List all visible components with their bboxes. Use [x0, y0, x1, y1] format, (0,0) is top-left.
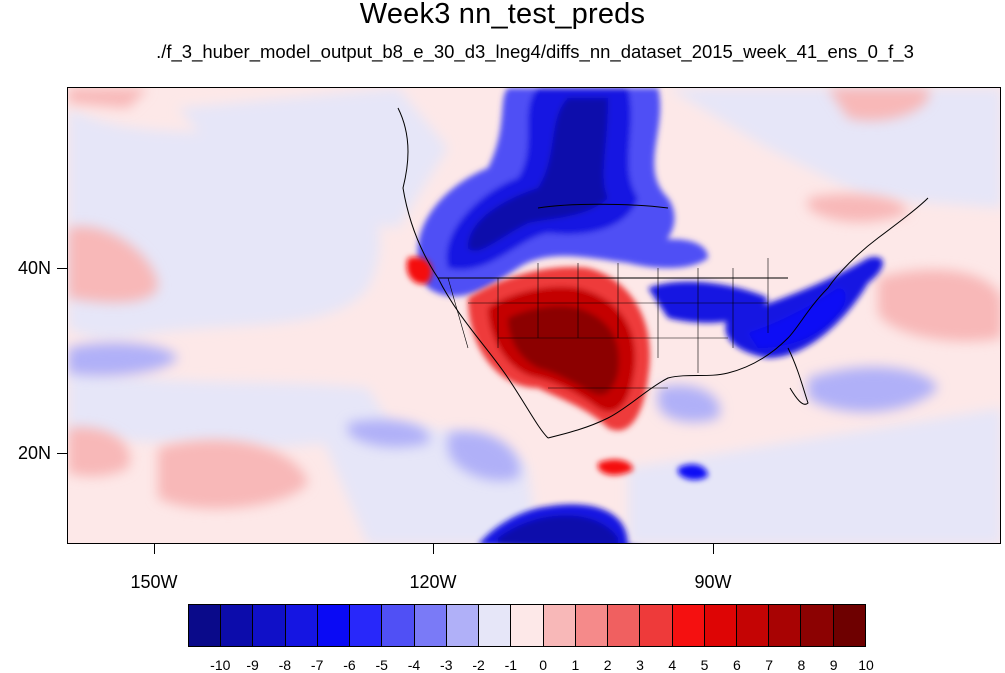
colorbar-label: -8 [278, 657, 292, 673]
tick-lon-120 [433, 544, 434, 554]
colorbar-swatch [285, 605, 318, 646]
colorbar-swatch [446, 605, 480, 646]
colorbar-labels: -10 -9 -8 -7 -6 -5 -4 -3 -2 -1 0 1 2 3 4 5 6 7 8 9 10 [188, 657, 874, 673]
colorbar-swatch [253, 605, 286, 646]
colorbar-swatch [736, 605, 770, 646]
colorbar-swatch [414, 605, 447, 646]
colorbar-swatch [672, 605, 705, 646]
field-light-blue [68, 342, 938, 481]
colorbar-swatch [640, 605, 673, 646]
tick-lat-40 [57, 268, 67, 269]
colorbar-label: -1 [504, 657, 518, 673]
colorbar-label: 3 [636, 657, 644, 673]
colorbar-swatch [221, 605, 254, 646]
lon-label-120w: 120W [409, 572, 457, 592]
colorbar-label: 10 [858, 657, 874, 673]
colorbar-label: -4 [407, 657, 421, 673]
colorbar [188, 604, 866, 647]
colorbar-swatch [704, 605, 737, 646]
state-borders [447, 258, 769, 389]
tick-lat-20 [57, 453, 67, 454]
colorbar-swatch [543, 605, 576, 646]
colorbar-label: -9 [246, 657, 259, 673]
colorbar-label: 8 [797, 657, 806, 673]
colorbar-swatch [350, 605, 383, 646]
colorbar-swatch [189, 605, 222, 646]
colorbar-label: -7 [310, 657, 324, 673]
colorbar-swatch [833, 605, 865, 646]
field-light-red [68, 88, 1000, 509]
lat-label-20n: 20N [18, 443, 52, 463]
colorbar-swatch [317, 605, 351, 646]
colorbar-swatch [511, 605, 544, 646]
colorbar-label: 6 [732, 657, 741, 673]
colorbar-label: 9 [829, 657, 838, 673]
colorbar-swatch [479, 605, 512, 646]
map-title: Week3 nn_test_preds [359, 0, 646, 30]
colorbar-label: -2 [472, 657, 485, 673]
lat-label-40n: 40N [18, 258, 52, 278]
colorbar-label: 5 [700, 657, 709, 673]
colorbar-label: -10 [210, 657, 231, 673]
colorbar-label: -6 [343, 657, 356, 673]
colorbar-swatch [382, 605, 415, 646]
colorbar-label: 1 [571, 657, 580, 673]
field-map [68, 88, 1000, 543]
lon-label-90w: 90W [694, 572, 732, 592]
tick-lon-90 [713, 544, 714, 554]
colorbar-label: 0 [539, 657, 548, 673]
colorbar-swatch [769, 605, 802, 646]
colorbar-label: 4 [668, 657, 677, 673]
tick-lon-150 [154, 544, 155, 554]
lon-label-150w: 150W [130, 572, 178, 592]
coastlines [397, 107, 929, 439]
colorbar-swatch [801, 605, 834, 646]
colorbar-swatch [575, 605, 609, 646]
colorbar-label: 2 [603, 657, 612, 673]
map-panel [67, 87, 1001, 544]
colorbar-swatch [608, 605, 641, 646]
colorbar-label: -5 [375, 657, 388, 673]
colorbar-label: 7 [765, 657, 774, 673]
colorbar-label: -3 [440, 657, 453, 673]
map-subtitle: ./f_3_huber_model_output_b8_e_30_d3_lneg… [156, 41, 914, 62]
field-positive-anomaly [406, 257, 650, 476]
field-negative-anomaly [417, 88, 883, 543]
